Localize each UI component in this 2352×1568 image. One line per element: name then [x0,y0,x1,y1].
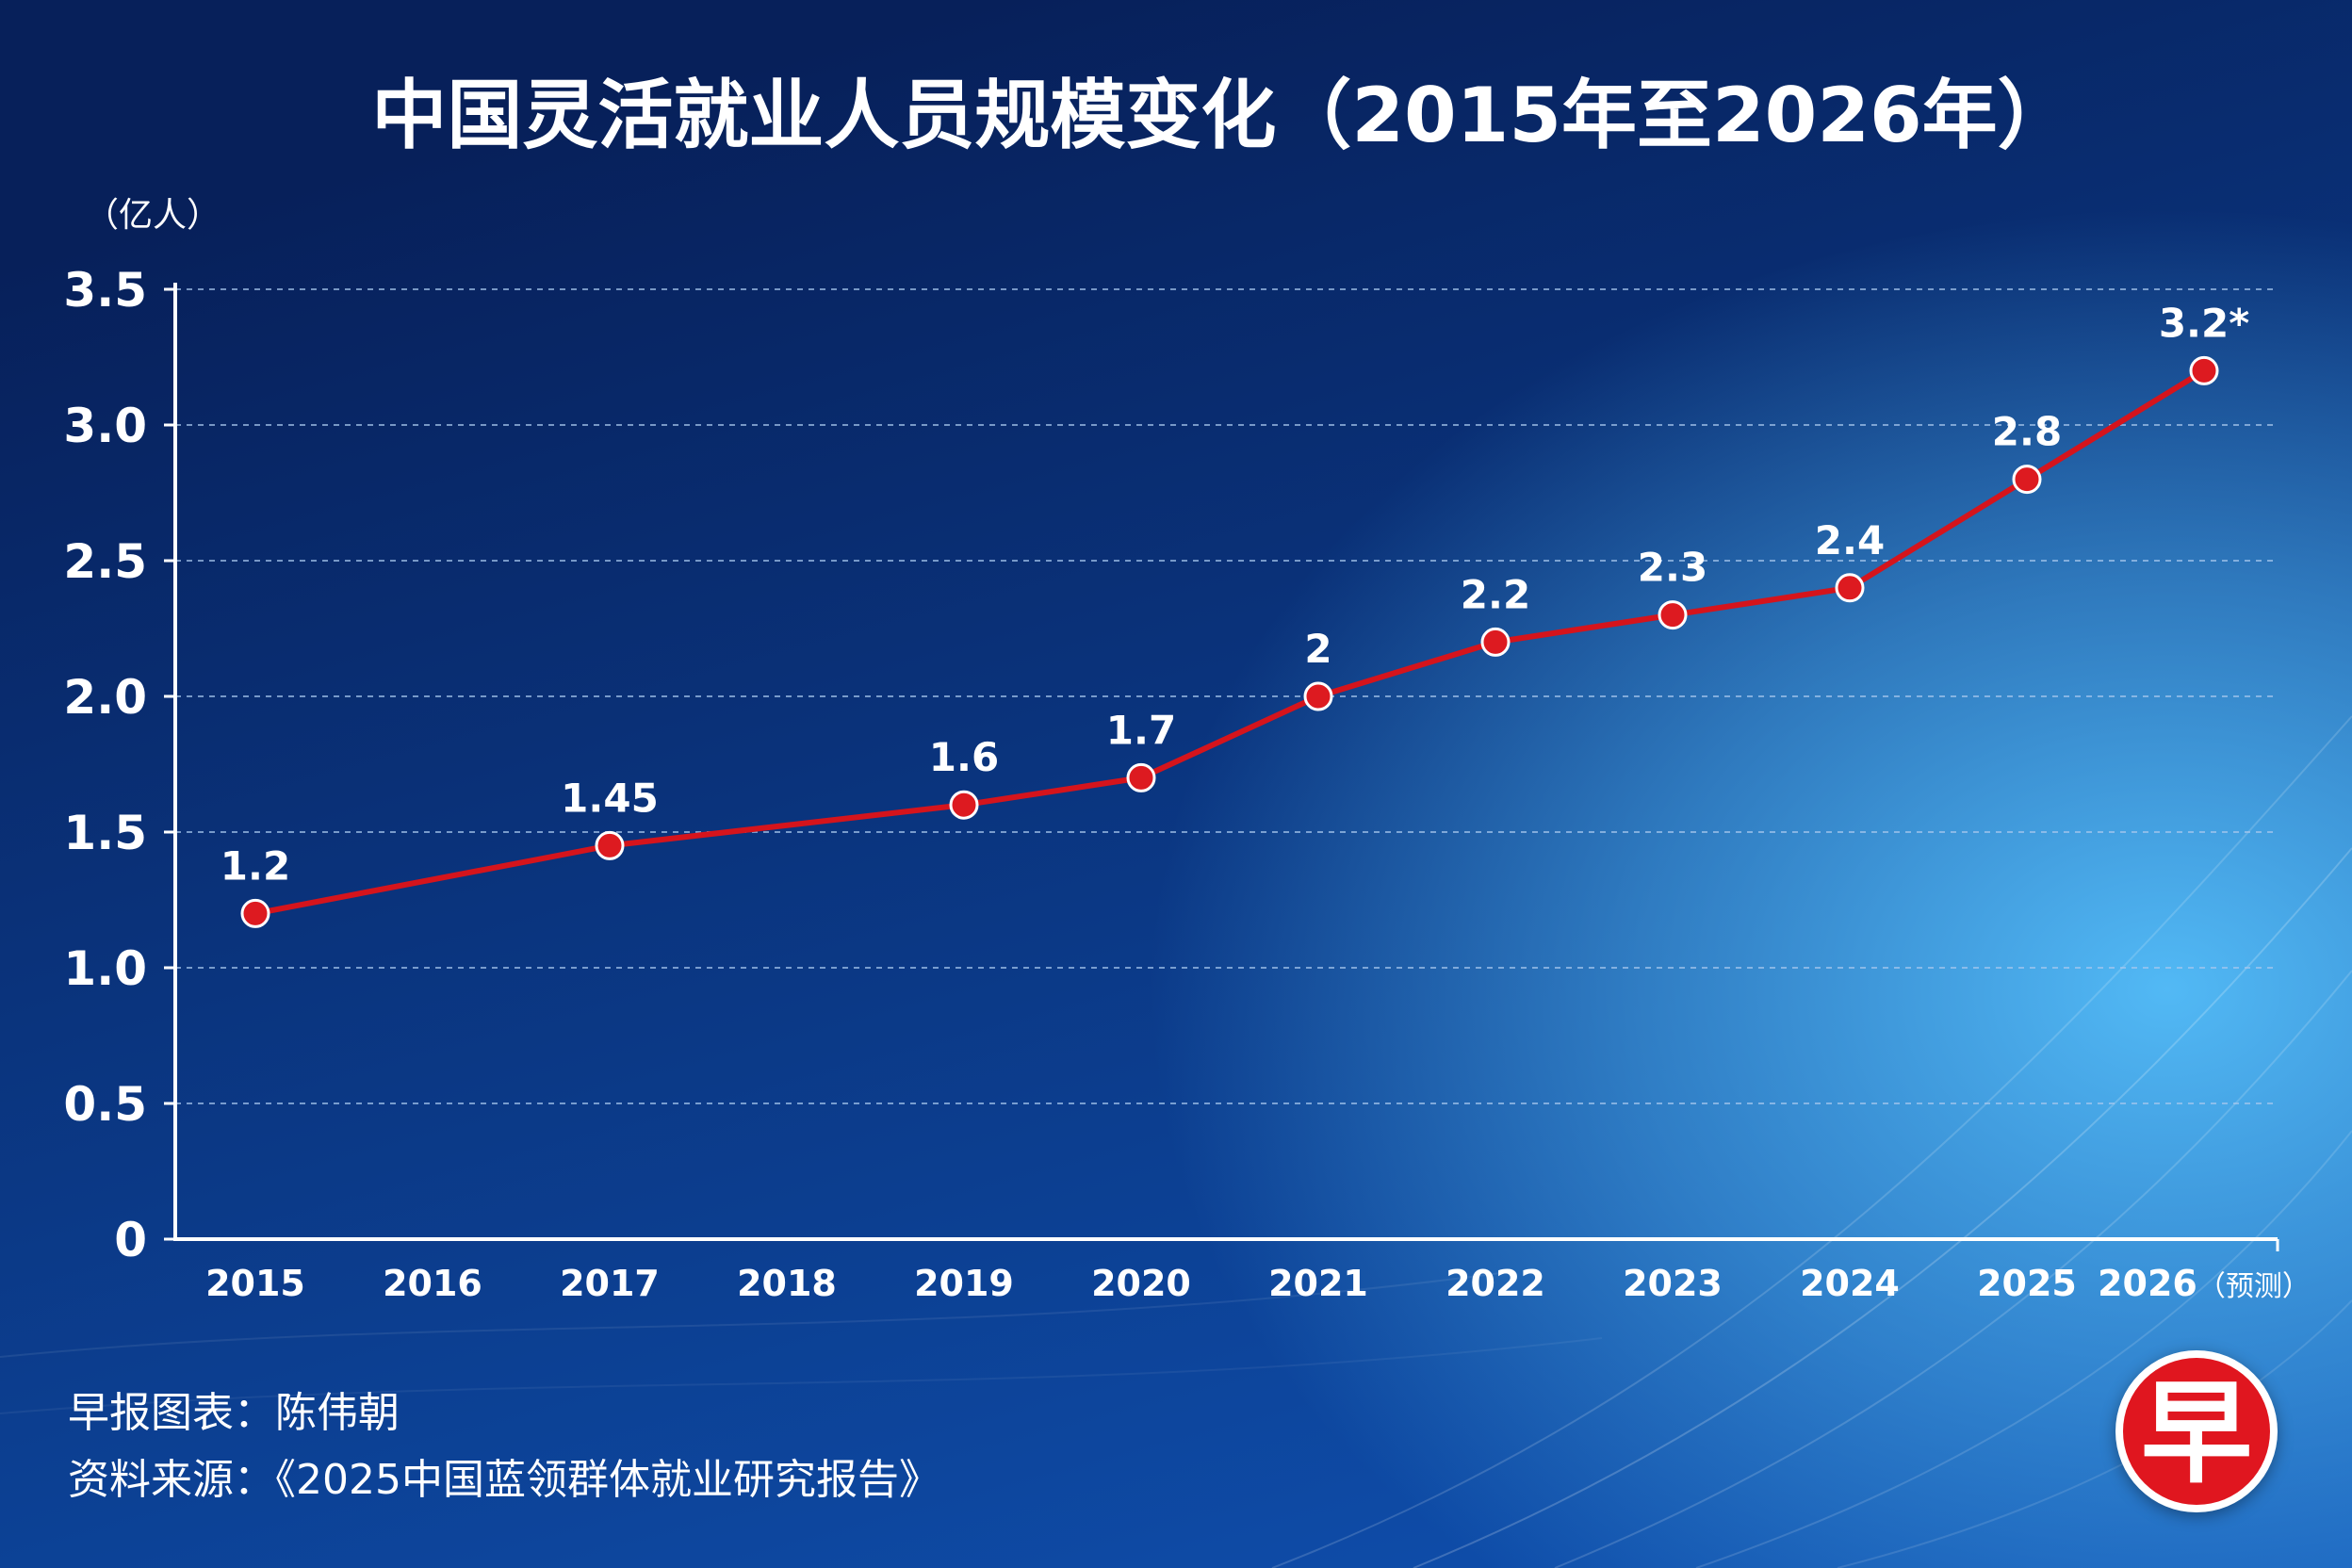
data-point [949,790,979,820]
x-tick-year: 2026 [2098,1263,2197,1304]
y-tick-label: 1.5 [63,806,147,860]
data-point [1480,627,1511,657]
data-point [1835,573,1865,603]
background-wave [1271,715,2352,1568]
plot-area [240,355,2219,928]
gridlines [175,288,2278,1104]
data-point [1126,762,1156,792]
x-tick-label: 2020 [1091,1263,1191,1304]
logo-character: 早 [2141,1368,2252,1498]
data-label: 1.7 [1106,707,1176,753]
x-tick-label: 2018 [737,1263,837,1304]
x-tick-label: 2016 [383,1263,482,1304]
data-source: 资料来源：《2025中国蓝领群体就业研究报告》 [68,1456,940,1504]
data-label: 2.2 [1461,571,1530,617]
x-tick-label: 2023 [1623,1263,1723,1304]
logo-disc [2123,1358,2270,1505]
chart-credit: 早报图表：陈伟朝 [68,1389,400,1437]
background-waves [0,715,2352,1568]
x-tick-note: （预测） [2197,1270,2311,1303]
x-tick-label: 2025 [1977,1263,2077,1304]
data-point [2012,465,2042,495]
x-tick-label: 2022 [1446,1263,1545,1304]
y-tick-label: 0.5 [63,1077,147,1132]
chart-labels: 0 0.5 1.0 1.5 2.0 2.5 3.0 3.5 2015 2016 2017 2018 20… [63,263,2310,1304]
x-tick-label: 2019 [914,1263,1014,1304]
data-label: 2.4 [1815,517,1885,564]
background-wave [1413,847,2352,1568]
data-label: 1.6 [929,734,999,780]
y-tick-label: 2.0 [63,670,147,725]
background-wave [1554,970,2352,1568]
data-point [240,898,270,928]
background-wave [0,1271,1509,1358]
data-label: 1.45 [561,775,659,821]
x-tick-label: 2026（预测） [2098,1263,2311,1304]
data-point [595,830,625,860]
data-point [1303,681,1333,711]
y-tick-label: 3.0 [63,399,147,453]
data-label: 2.3 [1638,545,1707,591]
data-label: 3.2* [2159,300,2249,346]
zaobao-logo: 早 [2115,1350,2278,1512]
x-tick-label: 2024 [1800,1263,1900,1304]
data-point [1658,600,1688,630]
x-tick-label: 2021 [1268,1263,1368,1304]
chart-title: 中国灵活就业人员规模变化（2015年至2026年） [371,72,2072,159]
y-axis-unit-label: （亿人） [85,196,220,235]
data-label: 2 [1304,626,1331,672]
y-tick-label: 0 [114,1213,147,1267]
background-wave [0,1337,1603,1414]
y-tick-label: 2.5 [63,534,147,589]
data-label: 2.8 [1992,409,2062,455]
y-tick-label: 1.0 [63,941,147,996]
axes [164,283,2279,1251]
data-point [2189,355,2219,385]
x-tick-label: 2015 [205,1263,305,1304]
background-wave [1695,1130,2352,1568]
series-line [253,368,2207,917]
x-tick-label: 2017 [560,1263,660,1304]
y-tick-label: 3.5 [63,263,147,318]
data-label: 1.2 [220,842,290,889]
